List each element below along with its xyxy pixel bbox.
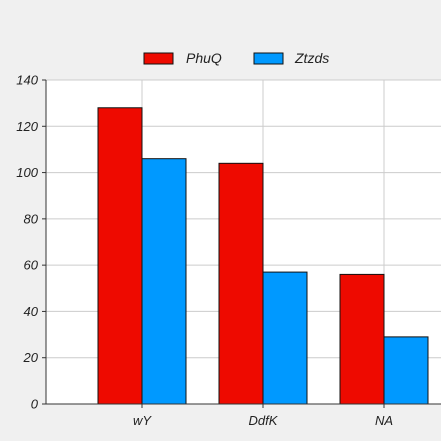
y-tick-label: 80 bbox=[24, 211, 39, 226]
bar-Ztzds-wY bbox=[141, 158, 187, 405]
y-tick-label: 120 bbox=[16, 119, 38, 134]
bar-Ztzds-NA bbox=[383, 336, 429, 405]
y-tick-label: 40 bbox=[24, 304, 39, 319]
legend-item-PhuQ: PhuQ bbox=[143, 50, 222, 66]
bar-PhuQ-DdfK bbox=[218, 162, 264, 405]
x-tick-labels: wY DdfK NA bbox=[133, 413, 393, 428]
y-tick-label: 140 bbox=[16, 73, 38, 88]
legend: PhuQ Ztzds bbox=[143, 50, 329, 66]
y-tick-label: 100 bbox=[16, 165, 38, 180]
x-tick-label: wY bbox=[133, 413, 152, 428]
legend-label: Ztzds bbox=[294, 50, 329, 66]
legend-swatch bbox=[143, 52, 174, 65]
legend-item-Ztzds: Ztzds bbox=[253, 50, 329, 66]
legend-swatch bbox=[253, 52, 284, 65]
y-tick-label: 60 bbox=[24, 258, 39, 273]
x-tick-label: DdfK bbox=[249, 413, 279, 428]
axes bbox=[42, 79, 441, 408]
y-tick-labels: 0 20 40 60 80 100 120 140 bbox=[16, 73, 38, 412]
bar-Ztzds-DdfK bbox=[262, 271, 308, 405]
y-tick-label: 0 bbox=[31, 397, 39, 412]
bars bbox=[97, 107, 429, 405]
bar-PhuQ-wY bbox=[97, 107, 143, 405]
bar-PhuQ-NA bbox=[339, 273, 385, 405]
legend-label: PhuQ bbox=[186, 50, 222, 66]
x-tick-label: NA bbox=[375, 413, 393, 428]
y-tick-label: 20 bbox=[23, 350, 39, 365]
